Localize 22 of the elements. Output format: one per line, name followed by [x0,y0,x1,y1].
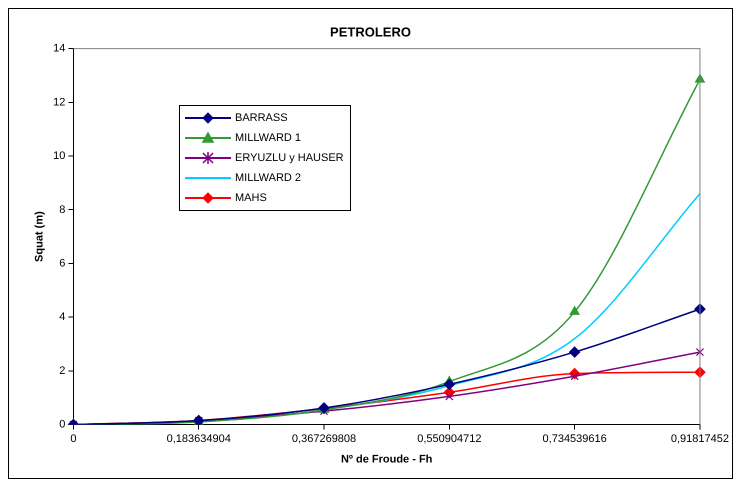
x-tick-label: 0,91817452 [670,433,730,446]
y-tick-label: 0 [59,418,66,431]
x-tick-label: 0,367269808 [292,433,356,446]
x-tick-label: 0 [70,433,76,446]
legend-label: ERYUZLU y HAUSER [235,151,344,166]
y-tick-label: 12 [53,96,66,108]
legend-label: MILLWARD 1 [235,131,302,146]
y-tick-label: 4 [59,311,66,324]
y-axis-title: Squat (m) [34,210,46,262]
x-tick-label: 0,183634904 [166,433,231,446]
y-tick-label: 14 [53,42,66,55]
x-axis-title: Nº de Froude - Fh [340,453,433,466]
y-tick-label: 6 [59,257,66,270]
x-tick-label: 0,734539616 [542,433,607,446]
legend-label: MILLWARD 2 [235,171,302,186]
legend-label: BARRASS [235,111,288,126]
y-tick-label: 8 [59,204,66,216]
y-tick-label: 10 [53,150,66,162]
legend-label: MAHS [235,191,267,206]
chart-title: PETROLERO [330,24,411,40]
y-tick-label: 2 [59,364,66,377]
x-tick-label: 0,550904712 [417,433,482,446]
